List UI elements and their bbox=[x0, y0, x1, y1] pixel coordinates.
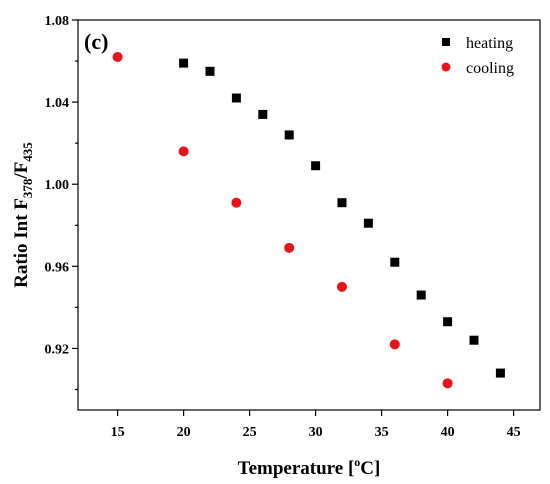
y-tick-label: 1.08 bbox=[45, 14, 70, 29]
legend-label-cooling: cooling bbox=[466, 60, 514, 77]
cooling-point bbox=[442, 378, 453, 389]
legend-label-heating: heating bbox=[466, 35, 513, 52]
y-tick-label: 1.04 bbox=[45, 96, 70, 111]
heating-point bbox=[337, 198, 347, 208]
x-axis: 15 20 25 30 35 40 45 bbox=[111, 410, 521, 440]
heating-point bbox=[443, 317, 453, 327]
heating-point bbox=[205, 66, 215, 76]
heating-point bbox=[495, 368, 505, 378]
cooling-point bbox=[112, 51, 123, 62]
x-tick-label: 15 bbox=[111, 425, 125, 440]
heating-point bbox=[390, 257, 400, 267]
data-points bbox=[112, 51, 505, 389]
x-axis-title: Temperature [oC] bbox=[238, 455, 381, 479]
x-tick-label: 45 bbox=[507, 425, 521, 440]
legend-marker-cooling bbox=[441, 62, 451, 72]
cooling-point bbox=[389, 339, 400, 350]
legend-marker-heating bbox=[442, 38, 450, 46]
cooling-point bbox=[337, 281, 347, 292]
plot-frame bbox=[77, 19, 541, 411]
heating-point bbox=[469, 335, 479, 345]
heating-point bbox=[231, 93, 241, 103]
panel-label: (c) bbox=[84, 29, 108, 54]
y-axis: 0.92 0.96 1.00 1.04 1.08 bbox=[45, 14, 78, 391]
y-axis-title: Ratio Int F378/F435 bbox=[11, 142, 35, 288]
x-tick-label: 25 bbox=[243, 425, 257, 440]
cooling-point bbox=[178, 146, 189, 157]
x-tick-label: 30 bbox=[309, 425, 323, 440]
x-tick-label: 35 bbox=[375, 425, 389, 440]
cooling-point bbox=[231, 197, 242, 208]
x-tick-label: 20 bbox=[177, 425, 191, 440]
heating-point bbox=[311, 161, 321, 171]
legend: heating cooling bbox=[441, 35, 514, 77]
heating-point bbox=[179, 58, 189, 68]
x-tick-label: 40 bbox=[441, 425, 455, 440]
cooling-point bbox=[284, 242, 295, 253]
heating-point bbox=[258, 109, 268, 119]
y-tick-label: 0.96 bbox=[45, 260, 70, 275]
heating-point bbox=[284, 130, 294, 140]
y-tick-label: 1.00 bbox=[45, 178, 70, 193]
heating-point bbox=[363, 218, 373, 228]
y-tick-label: 0.92 bbox=[45, 342, 70, 357]
heating-point bbox=[416, 290, 426, 300]
